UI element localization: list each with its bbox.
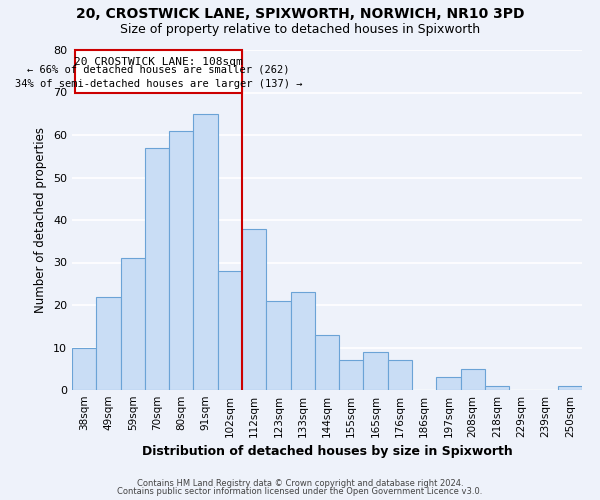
Bar — [145, 148, 169, 390]
Y-axis label: Number of detached properties: Number of detached properties — [34, 127, 47, 313]
Text: 20 CROSTWICK LANE: 108sqm: 20 CROSTWICK LANE: 108sqm — [74, 57, 242, 67]
Bar — [72, 348, 96, 390]
Bar — [193, 114, 218, 390]
Bar — [121, 258, 145, 390]
Bar — [436, 378, 461, 390]
Bar — [388, 360, 412, 390]
Text: ← 66% of detached houses are smaller (262): ← 66% of detached houses are smaller (26… — [27, 64, 290, 74]
Bar — [218, 271, 242, 390]
Bar — [169, 130, 193, 390]
Text: Contains public sector information licensed under the Open Government Licence v3: Contains public sector information licen… — [118, 487, 482, 496]
Text: 20, CROSTWICK LANE, SPIXWORTH, NORWICH, NR10 3PD: 20, CROSTWICK LANE, SPIXWORTH, NORWICH, … — [76, 8, 524, 22]
Bar — [290, 292, 315, 390]
Bar — [242, 228, 266, 390]
Bar — [364, 352, 388, 390]
X-axis label: Distribution of detached houses by size in Spixworth: Distribution of detached houses by size … — [142, 446, 512, 458]
Text: Size of property relative to detached houses in Spixworth: Size of property relative to detached ho… — [120, 22, 480, 36]
Text: 34% of semi-detached houses are larger (137) →: 34% of semi-detached houses are larger (… — [14, 79, 302, 89]
Bar — [96, 296, 121, 390]
Bar — [485, 386, 509, 390]
Bar — [315, 335, 339, 390]
Bar — [266, 300, 290, 390]
Bar — [558, 386, 582, 390]
Bar — [339, 360, 364, 390]
Text: Contains HM Land Registry data © Crown copyright and database right 2024.: Contains HM Land Registry data © Crown c… — [137, 478, 463, 488]
Bar — [461, 369, 485, 390]
FancyBboxPatch shape — [74, 50, 242, 92]
